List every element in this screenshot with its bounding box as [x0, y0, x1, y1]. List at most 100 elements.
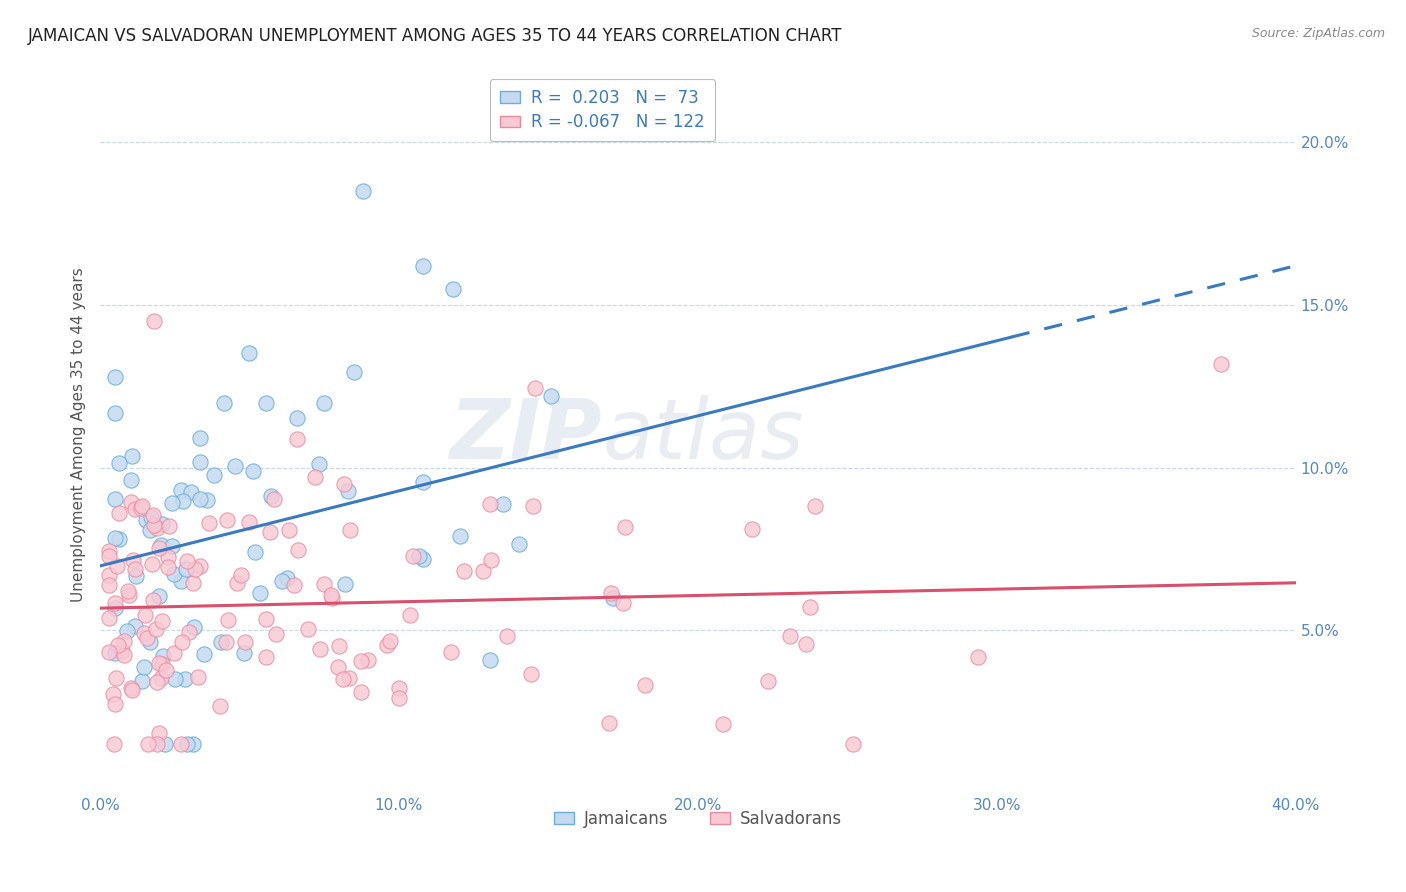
- Point: [339, 523, 361, 537]
- Point: [349, 654, 371, 668]
- Point: [270, 574, 292, 588]
- Point: [124, 502, 146, 516]
- Point: [174, 562, 197, 576]
- Point: [112, 634, 135, 648]
- Point: [779, 629, 801, 643]
- Point: [238, 515, 260, 529]
- Point: [243, 545, 266, 559]
- Point: [254, 649, 277, 664]
- Point: [104, 596, 127, 610]
- Point: [278, 523, 301, 537]
- Point: [170, 483, 193, 497]
- Point: [357, 652, 380, 666]
- Point: [117, 583, 139, 598]
- Text: JAMAICAN VS SALVADORAN UNEMPLOYMENT AMONG AGES 35 TO 44 YEARS CORRELATION CHART: JAMAICAN VS SALVADORAN UNEMPLOYMENT AMON…: [28, 27, 842, 45]
- Point: [176, 554, 198, 568]
- Point: [388, 681, 411, 695]
- Point: [287, 543, 309, 558]
- Point: [98, 544, 121, 558]
- Point: [337, 671, 360, 685]
- Point: [181, 576, 204, 591]
- Point: [134, 607, 156, 622]
- Point: [150, 671, 173, 685]
- Point: [104, 369, 127, 384]
- Point: [188, 491, 211, 506]
- Point: [124, 562, 146, 576]
- Point: [440, 645, 463, 659]
- Point: [312, 577, 335, 591]
- Point: [209, 699, 232, 714]
- Point: [634, 678, 657, 692]
- Point: [104, 531, 127, 545]
- Point: [441, 282, 464, 296]
- Point: [104, 600, 127, 615]
- Point: [321, 588, 343, 602]
- Point: [841, 737, 863, 751]
- Point: [314, 395, 336, 409]
- Point: [215, 635, 238, 649]
- Point: [139, 635, 162, 649]
- Point: [98, 645, 121, 659]
- Point: [181, 737, 204, 751]
- Point: [264, 626, 287, 640]
- Text: ZIP: ZIP: [450, 394, 602, 475]
- Point: [209, 635, 232, 649]
- Point: [112, 648, 135, 662]
- Point: [613, 519, 636, 533]
- Legend: Jamaicans, Salvadorans: Jamaicans, Salvadorans: [547, 803, 849, 834]
- Point: [496, 629, 519, 643]
- Point: [276, 571, 298, 585]
- Point: [233, 635, 256, 649]
- Point: [148, 726, 170, 740]
- Point: [141, 558, 163, 572]
- Point: [183, 620, 205, 634]
- Point: [153, 737, 176, 751]
- Point: [134, 625, 156, 640]
- Point: [304, 470, 326, 484]
- Point: [263, 492, 285, 507]
- Point: [612, 596, 634, 610]
- Point: [966, 649, 988, 664]
- Point: [188, 455, 211, 469]
- Point: [136, 737, 159, 751]
- Point: [231, 568, 253, 582]
- Point: [308, 457, 330, 471]
- Point: [145, 622, 167, 636]
- Point: [163, 646, 186, 660]
- Text: atlas: atlas: [602, 394, 804, 475]
- Point: [212, 396, 235, 410]
- Point: [188, 431, 211, 445]
- Point: [350, 685, 373, 699]
- Point: [398, 607, 420, 622]
- Point: [148, 541, 170, 555]
- Point: [187, 670, 209, 684]
- Point: [285, 432, 308, 446]
- Point: [332, 672, 354, 686]
- Point: [204, 468, 226, 483]
- Point: [115, 624, 138, 639]
- Point: [129, 500, 152, 515]
- Point: [1209, 357, 1232, 371]
- Point: [283, 578, 305, 592]
- Point: [479, 553, 502, 567]
- Point: [180, 485, 202, 500]
- Point: [160, 495, 183, 509]
- Point: [602, 591, 624, 605]
- Point: [260, 489, 283, 503]
- Point: [172, 494, 194, 508]
- Point: [124, 619, 146, 633]
- Point: [254, 396, 277, 410]
- Point: [520, 666, 543, 681]
- Point: [101, 687, 124, 701]
- Point: [799, 599, 821, 614]
- Point: [156, 549, 179, 564]
- Point: [150, 538, 173, 552]
- Point: [254, 612, 277, 626]
- Point: [122, 553, 145, 567]
- Point: [756, 673, 779, 688]
- Point: [375, 638, 398, 652]
- Point: [402, 549, 425, 563]
- Point: [711, 717, 734, 731]
- Point: [321, 591, 343, 606]
- Point: [215, 513, 238, 527]
